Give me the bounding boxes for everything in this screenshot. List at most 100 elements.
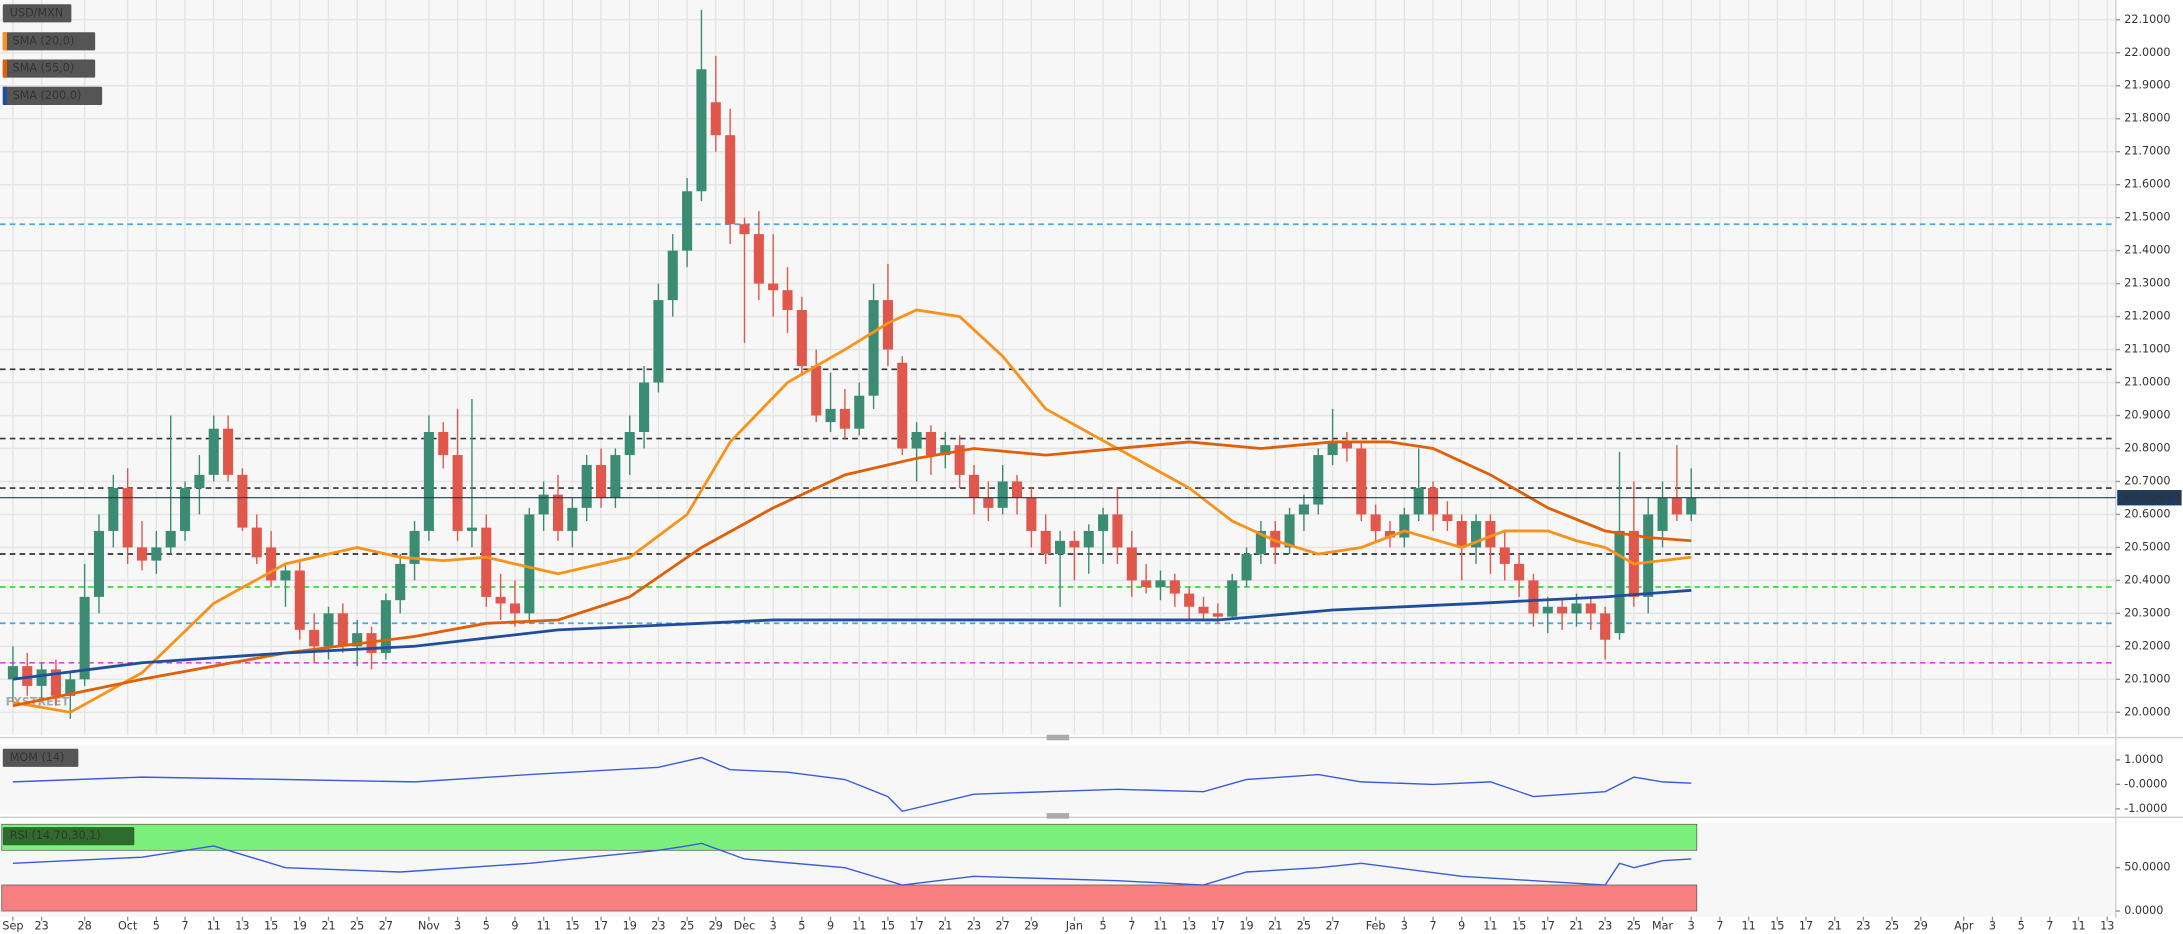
x-tick-label: 11 [1741, 919, 1755, 932]
x-tick-label: 23 [34, 919, 48, 932]
candle-body [725, 135, 736, 225]
candle-body [136, 547, 148, 561]
legend-label: SMA (20,0) [13, 34, 75, 47]
candle-body [180, 488, 191, 531]
candle-body [122, 488, 133, 548]
x-tick-label: 5 [1100, 919, 1107, 932]
candle-body [481, 527, 492, 597]
legend-label: SMA (55,0) [13, 62, 75, 75]
panel-title: USD/MXN [10, 6, 63, 19]
x-tick-label: 21 [321, 919, 335, 932]
candle-body [280, 570, 291, 581]
candle-body [65, 679, 76, 696]
candle-body [395, 563, 406, 601]
candle-body [1614, 530, 1625, 634]
candle-body [1557, 606, 1568, 614]
x-tick-label: Oct [118, 919, 138, 932]
candle-body [1327, 441, 1338, 456]
candle-body [796, 309, 807, 367]
x-tick-label: 7 [181, 919, 188, 932]
y-tick-label: 21.7000 [2124, 145, 2170, 158]
candle-body [237, 474, 248, 528]
candle-body [1542, 606, 1553, 614]
candle-body [509, 603, 521, 614]
y-tick-label: 21.2000 [2124, 310, 2170, 323]
candle-body [466, 527, 477, 531]
candle-body [581, 464, 592, 508]
x-tick-label: 23 [967, 919, 981, 932]
candle-body [1069, 540, 1080, 548]
candle-body [596, 464, 607, 498]
x-tick-label: 3 [1688, 919, 1695, 932]
x-tick-label: 25 [350, 919, 364, 932]
x-tick-label: 13 [1182, 919, 1196, 932]
x-tick-label: 11 [852, 919, 866, 932]
series-line [12, 308, 1692, 714]
candle-body [768, 283, 779, 291]
candle-body [1427, 488, 1439, 515]
x-tick-label: 25 [1297, 919, 1311, 932]
candle-body [409, 530, 420, 564]
candle-body [696, 69, 707, 192]
candle-body [825, 408, 836, 423]
candle-body [983, 497, 994, 508]
candle-body [452, 455, 463, 531]
candle-body [1657, 497, 1668, 531]
candle-body [1298, 504, 1309, 515]
y-tick-label: 21.1000 [2124, 343, 2170, 356]
x-tick-label: 23 [651, 919, 665, 932]
candle-body [524, 514, 535, 614]
candle-body [1227, 580, 1238, 617]
x-tick-label: 29 [1914, 919, 1928, 932]
x-tick-label: 29 [709, 919, 723, 932]
x-tick-label: 25 [680, 919, 694, 932]
x-tick-label: 7 [2046, 919, 2053, 932]
candle-body [854, 395, 865, 429]
candle-body [911, 431, 922, 449]
x-tick-label: 25 [1627, 919, 1641, 932]
x-tick-label: Nov [418, 919, 440, 932]
candle-body [1528, 580, 1539, 614]
candle-body [36, 669, 47, 686]
candle-body [1485, 521, 1496, 548]
candle-body [1643, 514, 1654, 597]
candle-body [251, 527, 262, 558]
x-tick-label: 19 [1239, 919, 1253, 932]
x-tick-label: 15 [565, 919, 579, 932]
candle-body [925, 431, 937, 456]
candle-body [22, 666, 33, 686]
x-tick-label: 15 [881, 919, 895, 932]
y-tick-label: 20.9000 [2124, 409, 2170, 422]
candle-body [639, 382, 650, 432]
resize-handle[interactable] [1046, 734, 1070, 741]
x-tick-label: 9 [1458, 919, 1465, 932]
candle-body [1241, 554, 1252, 581]
y-tick-label: 21.5000 [2124, 211, 2170, 224]
candle-body [1184, 593, 1195, 607]
series-line [12, 756, 1692, 813]
x-tick-label: 3 [770, 919, 777, 932]
candle-body [423, 431, 434, 531]
y-tick-label: 20.0000 [2124, 705, 2170, 718]
x-tick-label: Dec [734, 919, 756, 932]
candle-body [1499, 547, 1510, 564]
y-tick-label: 20.1000 [2124, 672, 2170, 685]
candle-body [7, 666, 18, 680]
band [1, 884, 1698, 912]
candle-body [1456, 521, 1467, 548]
y-tick-label: 20.2000 [2124, 639, 2170, 652]
candle-body [610, 455, 621, 498]
x-tick-label: 9 [511, 919, 518, 932]
candle-body [782, 290, 793, 310]
x-tick-label: 9 [827, 919, 834, 932]
x-tick-label: 11 [1483, 919, 1497, 932]
candle-body [1313, 455, 1324, 505]
candle-body [1255, 530, 1266, 555]
resize-handle[interactable] [1046, 813, 1070, 819]
x-tick-label: 3 [454, 919, 461, 932]
x-tick-label: 7 [1429, 919, 1436, 932]
title-box [2, 4, 72, 23]
candle-body [223, 428, 234, 475]
y-tick-label: 20.3000 [2124, 606, 2170, 619]
x-tick-label: 5 [2018, 919, 2025, 932]
